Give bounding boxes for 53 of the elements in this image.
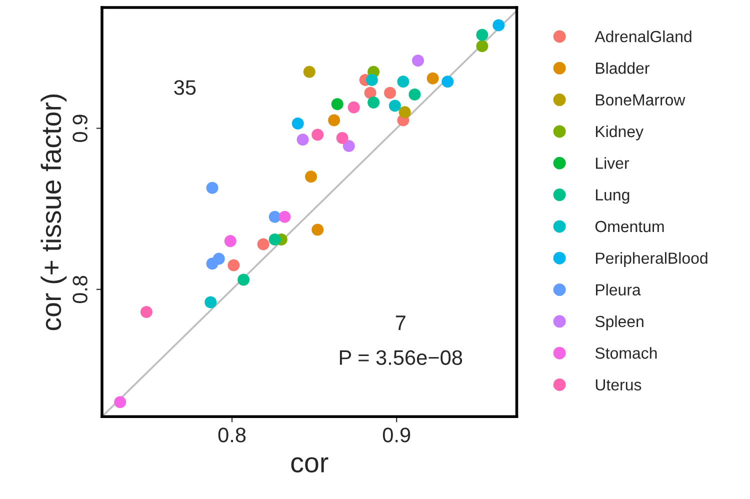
point bbox=[312, 224, 324, 236]
point bbox=[342, 140, 355, 152]
legend-label: Kidney bbox=[596, 125, 644, 140]
legend-label: Liver bbox=[596, 157, 630, 169]
legend-label: Lung bbox=[596, 189, 630, 204]
point bbox=[114, 396, 126, 408]
point bbox=[312, 128, 324, 141]
point bbox=[408, 88, 421, 100]
legend-label: Spleen bbox=[595, 315, 644, 330]
point bbox=[364, 86, 376, 99]
point bbox=[278, 210, 291, 223]
point bbox=[268, 233, 281, 246]
point bbox=[336, 132, 348, 144]
point bbox=[328, 114, 340, 126]
point bbox=[228, 259, 240, 272]
point bbox=[257, 238, 270, 250]
point bbox=[397, 76, 410, 88]
legend-label: Stomach bbox=[595, 347, 657, 359]
point bbox=[426, 72, 439, 84]
annotation: 35 bbox=[174, 80, 196, 95]
point bbox=[224, 235, 236, 248]
y-axis-title: cor (+ tissue factor) bbox=[40, 94, 67, 330]
legend-label: Pleura bbox=[596, 284, 641, 296]
point bbox=[384, 86, 396, 99]
annotation: 7 bbox=[396, 316, 406, 330]
point bbox=[140, 306, 152, 318]
point bbox=[442, 76, 454, 88]
point bbox=[366, 74, 378, 86]
point bbox=[398, 106, 411, 118]
legend-label: Uterus bbox=[596, 379, 642, 390]
point bbox=[305, 170, 318, 183]
point bbox=[388, 100, 401, 112]
point bbox=[204, 296, 217, 308]
point bbox=[303, 66, 316, 78]
point bbox=[292, 117, 304, 130]
point bbox=[368, 96, 380, 109]
point bbox=[296, 134, 309, 146]
point bbox=[348, 101, 360, 114]
point bbox=[206, 258, 218, 270]
point bbox=[476, 40, 488, 52]
legend-label: Omentum bbox=[595, 220, 664, 232]
point bbox=[238, 274, 250, 286]
point bbox=[331, 98, 344, 110]
x-axis-title: cor bbox=[291, 457, 328, 472]
point bbox=[492, 19, 505, 32]
legend-label: AdrenalGland bbox=[594, 30, 692, 42]
legend-label: BoneMarrow bbox=[596, 94, 686, 106]
annotation: P = 3.56e−08 bbox=[340, 350, 462, 365]
legend-label: PeripheralBlood bbox=[596, 252, 708, 268]
legend-label: Bladder bbox=[596, 62, 650, 74]
point bbox=[412, 54, 424, 67]
point bbox=[476, 28, 488, 41]
point bbox=[206, 182, 218, 194]
